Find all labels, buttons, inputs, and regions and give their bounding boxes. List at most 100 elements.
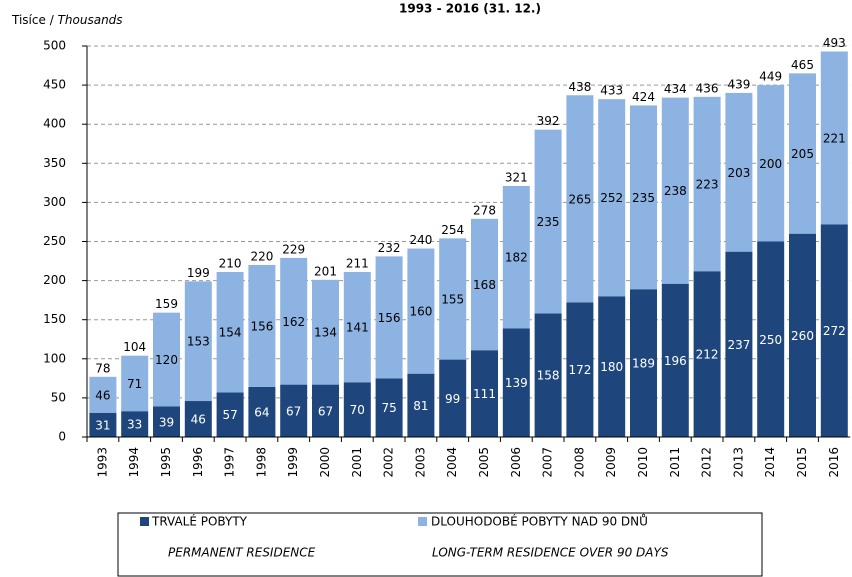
x-tick-label: 2005 <box>477 447 491 478</box>
total-label: 159 <box>155 297 178 311</box>
x-tick-label: 1997 <box>223 447 237 478</box>
y-tick-label: 400 <box>43 117 66 131</box>
value-label: 250 <box>759 333 782 347</box>
bar-segment <box>280 257 308 385</box>
total-label: 436 <box>696 81 719 95</box>
bar-segment <box>280 384 308 437</box>
value-label: 156 <box>250 319 273 333</box>
value-label: 196 <box>664 354 687 368</box>
value-label: 71 <box>127 377 142 391</box>
bar-segment <box>343 271 371 383</box>
bar-segment <box>216 392 244 437</box>
total-label: 392 <box>537 114 560 128</box>
legend-swatch <box>418 517 427 526</box>
value-label: 182 <box>505 251 528 265</box>
total-label: 232 <box>378 241 401 255</box>
bar-segment <box>121 355 149 412</box>
bar-segment <box>502 185 530 329</box>
y-tick-label: 100 <box>43 351 66 365</box>
value-label: 223 <box>696 178 719 192</box>
bar-segment <box>789 233 816 437</box>
value-label: 39 <box>159 415 174 429</box>
value-label: 156 <box>378 311 401 325</box>
value-label: 111 <box>473 387 496 401</box>
bar-segment <box>248 386 276 437</box>
x-tick-label: 2002 <box>382 447 396 478</box>
total-label: 78 <box>95 361 110 375</box>
bar-segment <box>566 95 594 303</box>
value-label: 81 <box>413 399 428 413</box>
total-label: 434 <box>664 82 687 96</box>
legend-swatch <box>140 517 149 526</box>
total-label: 433 <box>600 84 623 98</box>
value-label: 235 <box>632 191 655 205</box>
value-label: 139 <box>505 376 528 390</box>
value-label: 99 <box>445 392 460 406</box>
bar-segment <box>184 401 212 437</box>
total-label: 438 <box>568 80 591 94</box>
total-label: 220 <box>250 249 273 263</box>
bar-segment <box>216 271 244 393</box>
value-label: 252 <box>600 191 623 205</box>
value-label: 265 <box>568 192 591 206</box>
y-tick-label: 300 <box>43 195 66 209</box>
legend-box <box>117 512 763 577</box>
bar-segment <box>661 283 689 437</box>
total-label: 211 <box>346 256 369 270</box>
total-label: 439 <box>727 77 750 91</box>
bar-segment <box>471 218 498 351</box>
x-tick-label: 2001 <box>350 447 364 478</box>
value-label: 120 <box>155 353 178 367</box>
bar-segment <box>312 384 339 437</box>
value-label: 235 <box>537 215 560 229</box>
x-tick-label: 1996 <box>191 447 205 478</box>
y-tick-label: 500 <box>43 39 66 53</box>
x-tick-label: 2010 <box>636 447 650 478</box>
y-label-en: Thousands <box>58 13 123 27</box>
bar-segment <box>248 264 276 387</box>
x-tick-label: 2004 <box>445 447 459 478</box>
total-label: 493 <box>823 36 846 50</box>
value-label: 221 <box>823 131 846 145</box>
value-label: 46 <box>95 388 110 402</box>
value-label: 155 <box>441 292 464 306</box>
bar-segment <box>630 105 657 290</box>
x-tick-label: 2000 <box>318 447 332 478</box>
y-tick-label: 350 <box>43 156 66 170</box>
total-label: 278 <box>473 203 496 217</box>
value-label: 154 <box>219 326 242 340</box>
total-label: 201 <box>314 264 337 278</box>
legend-label: DLOUHODOBÉ POBYTY NAD 90 DNŮ <box>431 514 648 529</box>
bar-segment <box>630 289 657 437</box>
x-tick-label: 2011 <box>668 447 682 478</box>
bar-segment <box>375 378 403 437</box>
value-label: 260 <box>791 329 814 343</box>
total-label: 321 <box>505 170 528 184</box>
value-label: 212 <box>696 348 719 362</box>
bar-segment <box>757 85 785 242</box>
bar-segment <box>757 241 785 437</box>
bar-segment <box>184 281 212 402</box>
value-label: 67 <box>286 404 301 418</box>
value-label: 203 <box>727 166 750 180</box>
x-tick-label: 2008 <box>572 447 586 478</box>
value-label: 70 <box>350 403 365 417</box>
bar-segment <box>89 412 117 437</box>
bar-segment <box>725 92 753 252</box>
x-tick-label: 2009 <box>604 447 618 478</box>
bar-segment <box>566 302 594 437</box>
total-label: 254 <box>441 223 464 237</box>
value-label: 153 <box>187 335 210 349</box>
chart-title: 1993 - 2016 (31. 12.) <box>399 2 541 16</box>
total-label: 104 <box>123 340 146 354</box>
bar-segment <box>407 248 435 374</box>
bar-segment <box>661 97 689 284</box>
bar-segment <box>343 382 371 437</box>
x-tick-label: 2016 <box>827 447 841 478</box>
y-tick-label: 150 <box>43 312 66 326</box>
bar-segment <box>598 296 626 437</box>
total-label: 424 <box>632 90 655 104</box>
bar-segment <box>534 129 562 314</box>
x-tick-label: 2013 <box>731 447 745 478</box>
